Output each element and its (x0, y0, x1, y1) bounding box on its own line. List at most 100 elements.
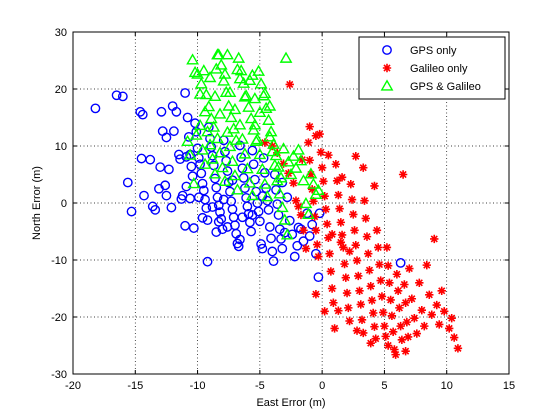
data-point (202, 256, 213, 267)
data-point (208, 89, 222, 102)
data-point (187, 177, 201, 189)
data-point (326, 267, 336, 276)
data-point (324, 150, 333, 160)
data-point (402, 317, 412, 327)
data-point (155, 162, 166, 172)
data-point (378, 308, 388, 317)
data-point (311, 248, 321, 259)
data-point (213, 107, 227, 119)
data-point (337, 230, 347, 240)
data-point (197, 178, 208, 189)
data-point (180, 220, 191, 231)
data-point (382, 243, 392, 252)
data-point (316, 148, 326, 157)
data-point (327, 230, 337, 239)
y-tick-label: 0 (61, 198, 67, 210)
data-point (307, 219, 318, 230)
data-point (320, 191, 329, 201)
data-point (233, 241, 244, 252)
data-point (258, 177, 272, 189)
data-point (207, 120, 221, 132)
data-point (422, 260, 431, 270)
data-point (196, 168, 207, 179)
legend-marker (380, 79, 394, 91)
data-point (345, 247, 354, 256)
data-point (302, 207, 315, 220)
data-point (305, 156, 314, 165)
data-point (331, 160, 341, 169)
data-point (311, 226, 321, 235)
data-point (387, 311, 397, 321)
x-tick-label: 0 (319, 380, 325, 392)
data-point (238, 147, 252, 159)
data-point (197, 212, 208, 223)
data-point (245, 68, 259, 80)
data-point (221, 125, 234, 137)
data-point (265, 145, 279, 157)
y-tick-label: 30 (55, 27, 67, 39)
data-point (360, 196, 369, 205)
data-point (334, 190, 343, 200)
data-point (349, 210, 358, 219)
data-point (236, 132, 249, 144)
data-point (117, 91, 128, 102)
data-point (310, 212, 319, 221)
data-point (356, 300, 365, 309)
data-point (186, 161, 197, 172)
data-point (237, 212, 248, 223)
data-point (222, 99, 236, 111)
data-point (352, 326, 362, 335)
data-point (213, 200, 224, 211)
data-point (226, 154, 239, 166)
data-point (447, 313, 456, 323)
data-point (395, 303, 404, 313)
data-point (376, 276, 385, 285)
data-point (390, 345, 399, 354)
data-point (334, 306, 343, 315)
data-point (386, 295, 395, 305)
data-point (211, 227, 222, 237)
data-point (367, 296, 377, 305)
data-point (204, 112, 218, 124)
data-point (330, 324, 339, 333)
data-point (401, 298, 410, 307)
data-point (193, 192, 204, 203)
y-tick-label: 10 (55, 141, 67, 153)
data-point (273, 187, 287, 199)
data-point (364, 249, 373, 258)
data-point (274, 224, 285, 235)
data-point (206, 152, 219, 164)
data-point (277, 142, 290, 154)
data-point (248, 92, 262, 104)
data-point (279, 51, 293, 63)
data-point (294, 154, 308, 166)
data-point (257, 243, 268, 254)
series-1 (260, 80, 463, 359)
data-point (354, 271, 363, 281)
y-tick-label: -30 (51, 369, 67, 381)
data-point (207, 202, 218, 212)
data-point (193, 118, 207, 131)
data-point (381, 332, 390, 341)
data-point (198, 185, 209, 196)
data-point (352, 256, 362, 265)
data-point (233, 72, 247, 84)
data-point (420, 321, 429, 331)
legend-label: GPS & Galileo (410, 81, 481, 93)
data-point (242, 100, 256, 112)
data-point (156, 106, 167, 117)
data-point (240, 162, 254, 174)
data-point (371, 334, 380, 343)
data-point (247, 210, 258, 220)
data-point (296, 210, 306, 220)
data-point (317, 163, 327, 172)
data-point (312, 240, 322, 249)
data-point (415, 278, 424, 287)
data-point (262, 113, 275, 125)
data-point (201, 203, 212, 214)
data-point (198, 105, 212, 117)
series-2 (181, 48, 325, 240)
data-point (320, 307, 329, 316)
data-point (189, 128, 203, 140)
